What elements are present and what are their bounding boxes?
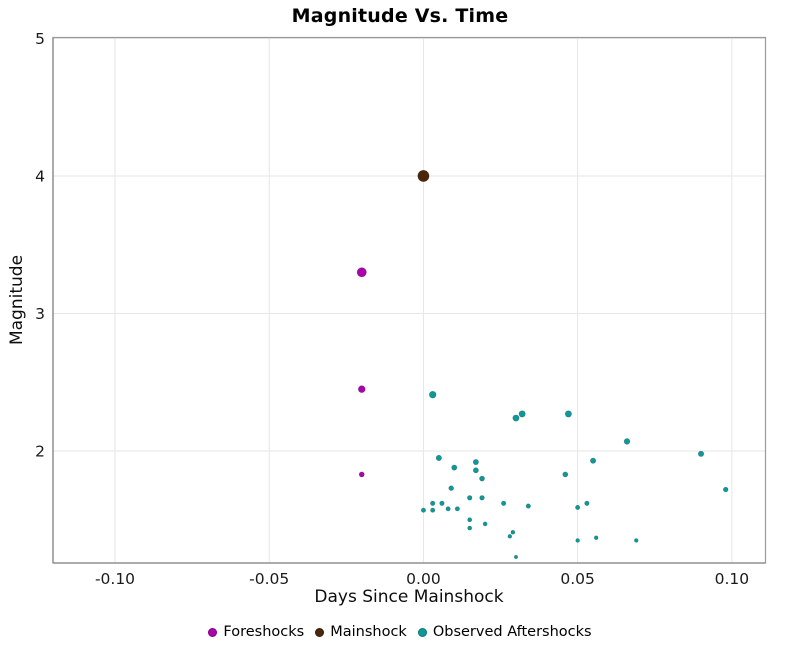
- observed-aftershocks-point: [428, 390, 437, 399]
- observed-aftershocks-point: [472, 459, 479, 466]
- y-tick-label: 2: [35, 443, 45, 461]
- observed-aftershocks-point: [430, 500, 436, 506]
- x-axis-label: Days Since Mainshock: [314, 587, 504, 607]
- observed-aftershocks-point: [448, 485, 454, 491]
- observed-aftershocks-point: [467, 525, 473, 531]
- legend-item-label: Mainshock: [330, 624, 407, 640]
- y-tick-label: 5: [35, 30, 45, 48]
- observed-aftershocks-point: [467, 517, 473, 523]
- observed-aftershocks-point: [467, 495, 473, 501]
- legend-item-mainshock: Mainshock: [315, 624, 407, 640]
- observed-aftershocks-point: [482, 521, 488, 527]
- observed-aftershocks-point: [722, 486, 729, 493]
- observed-aftershocks-point: [439, 500, 445, 506]
- x-tick-label: -0.10: [95, 570, 135, 588]
- plot-frame: [52, 36, 767, 564]
- observed-aftershocks-point: [445, 506, 451, 512]
- observed-aftershocks-point: [510, 529, 516, 535]
- foreshocks-point: [356, 267, 367, 278]
- y-tick-label: 4: [35, 167, 45, 185]
- foreshocks-dot-icon: [208, 627, 218, 637]
- observed-aftershocks-point: [454, 506, 460, 512]
- observed-aftershocks-point: [593, 535, 599, 540]
- observed-aftershocks-dot-icon: [417, 627, 427, 637]
- chart-title: Magnitude Vs. Time: [291, 5, 509, 27]
- x-tick-label: 0.10: [715, 570, 750, 588]
- observed-aftershocks-point: [623, 438, 631, 445]
- observed-aftershocks-point: [590, 457, 597, 464]
- observed-aftershocks-point: [575, 538, 580, 543]
- observed-aftershocks-point: [512, 414, 520, 422]
- observed-aftershocks-point: [513, 554, 519, 559]
- observed-aftershocks-point: [564, 410, 572, 418]
- observed-aftershocks-point: [518, 410, 526, 418]
- observed-aftershocks-point: [584, 500, 590, 506]
- observed-aftershocks-point: [479, 495, 485, 501]
- observed-aftershocks-point: [501, 500, 507, 506]
- observed-aftershocks-point: [697, 450, 705, 457]
- legend-item-observed-aftershocks: Observed Aftershocks: [417, 624, 592, 640]
- observed-aftershocks-point: [435, 454, 442, 461]
- observed-aftershocks-point: [451, 464, 458, 471]
- observed-aftershocks-point: [634, 538, 639, 543]
- observed-aftershocks-point: [420, 507, 426, 513]
- legend-item-label: Foreshocks: [223, 624, 305, 640]
- observed-aftershocks-point: [507, 534, 513, 539]
- observed-aftershocks-point: [562, 471, 569, 478]
- mainshock-dot-icon: [315, 627, 325, 637]
- legend-item-foreshocks: Foreshocks: [208, 624, 304, 640]
- mainshock-point: [417, 170, 430, 182]
- x-tick-label: 0.00: [406, 570, 441, 588]
- x-tick-label: -0.05: [249, 570, 289, 588]
- observed-aftershocks-point: [525, 503, 531, 509]
- observed-aftershocks-point: [575, 504, 581, 510]
- foreshocks-point: [358, 471, 365, 478]
- x-tick-label: 0.05: [560, 570, 595, 588]
- legend-item-label: Observed Aftershocks: [432, 624, 592, 640]
- foreshocks-point: [357, 385, 366, 393]
- y-tick-label: 3: [35, 305, 45, 323]
- y-axis-label: Magnitude: [7, 254, 27, 346]
- observed-aftershocks-point: [479, 475, 485, 482]
- observed-aftershocks-point: [430, 507, 436, 513]
- legend: Foreshocks Mainshock Observed Aftershock…: [0, 624, 800, 640]
- observed-aftershocks-point: [472, 467, 479, 474]
